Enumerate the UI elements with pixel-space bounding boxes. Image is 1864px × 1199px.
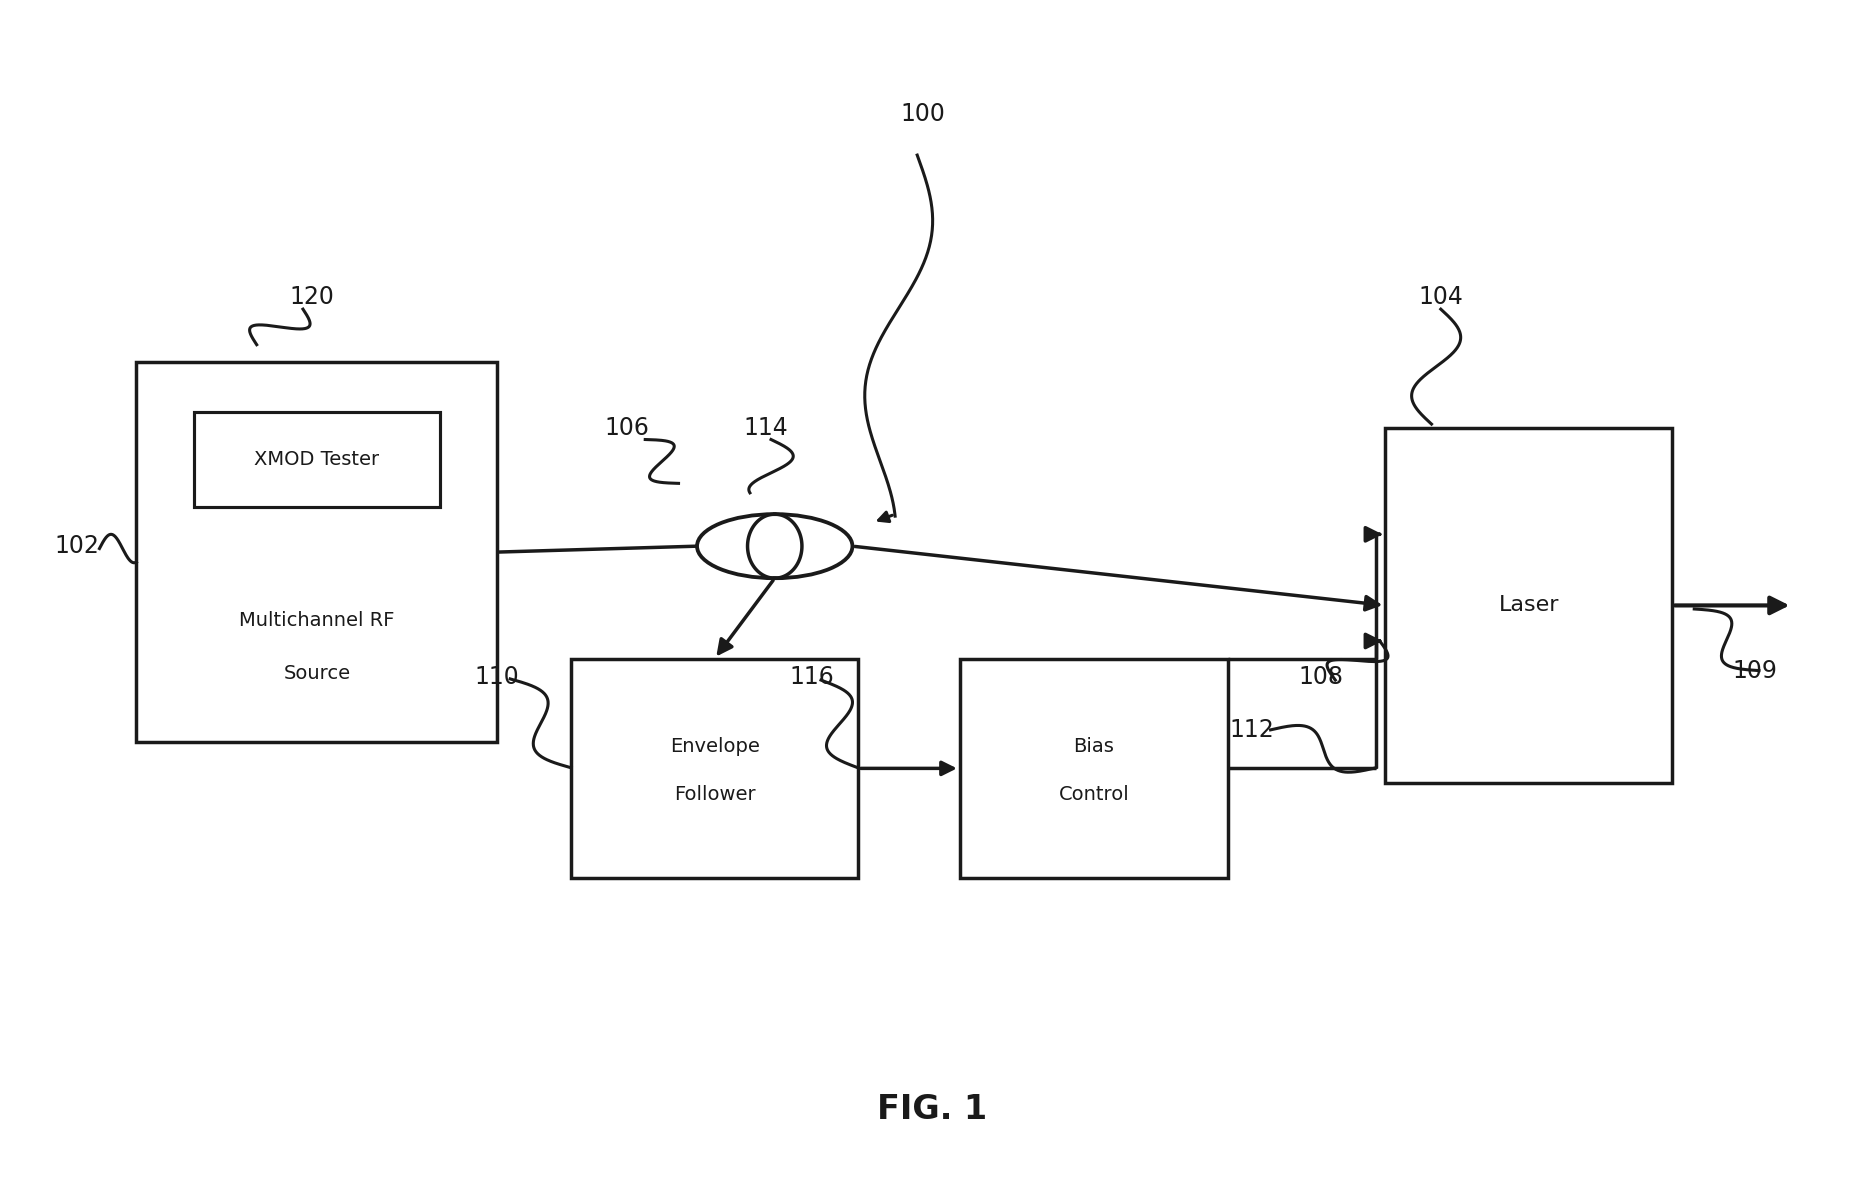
Text: Laser: Laser: [1499, 596, 1558, 615]
Text: 102: 102: [54, 535, 99, 559]
Text: 109: 109: [1734, 658, 1778, 682]
Text: 120: 120: [289, 285, 336, 309]
Text: Bias: Bias: [1074, 737, 1115, 755]
Text: Control: Control: [1059, 785, 1130, 805]
Bar: [136, 362, 498, 742]
Text: 104: 104: [1419, 285, 1463, 309]
Text: FIG. 1: FIG. 1: [876, 1092, 988, 1126]
Bar: [1385, 428, 1672, 783]
Bar: [194, 411, 440, 507]
Text: 114: 114: [744, 416, 788, 440]
Text: 108: 108: [1297, 664, 1344, 688]
Text: XMOD Tester: XMOD Tester: [254, 450, 380, 469]
Text: 116: 116: [788, 664, 833, 688]
Text: 106: 106: [604, 416, 649, 440]
Bar: [570, 658, 857, 878]
Text: 112: 112: [1230, 718, 1275, 742]
Text: 110: 110: [475, 664, 520, 688]
Text: 100: 100: [900, 102, 945, 126]
Text: Follower: Follower: [673, 785, 755, 805]
Text: Source: Source: [283, 664, 350, 683]
Text: Envelope: Envelope: [669, 737, 759, 755]
Bar: [960, 658, 1228, 878]
Text: Multichannel RF: Multichannel RF: [239, 610, 395, 629]
